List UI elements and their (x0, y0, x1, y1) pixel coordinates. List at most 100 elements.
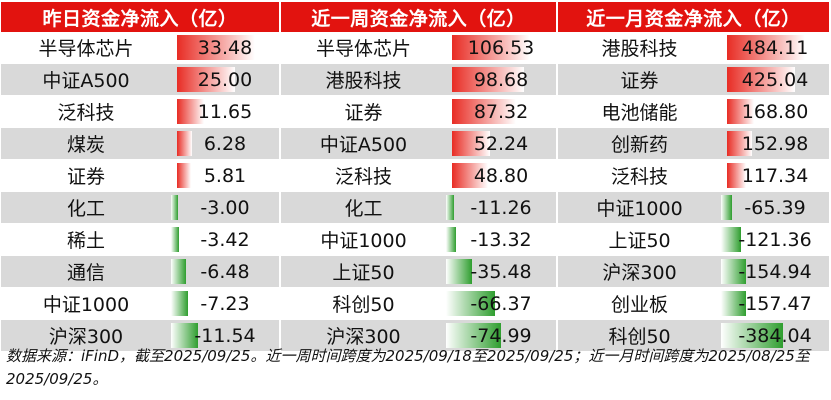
weekly-name-cell: 港股科技 (280, 63, 447, 96)
table-row: 中证A500 25.00 港股科技 98.68 证券 425.04 (1, 63, 830, 96)
weekly-value-cell: -66.37 (446, 287, 559, 320)
daily-value: -3.42 (200, 228, 250, 251)
monthly-value: 117.34 (741, 164, 809, 187)
inflow-bar (727, 131, 753, 156)
outflow-bar (171, 195, 178, 220)
table-row: 证券 5.81 泛科技 48.80 泛科技 117.34 (1, 159, 830, 192)
daily-value-cell: -7.23 (171, 287, 282, 320)
table-row: 沪深300 -11.54 沪深300 -74.99 科创50 -384.04 (1, 319, 830, 352)
monthly-name-cell: 电池储能 (557, 95, 722, 128)
weekly-value: 52.24 (473, 132, 529, 155)
daily-name-cell: 通信 (1, 255, 171, 288)
outflow-bar (721, 227, 742, 252)
weekly-value: -66.37 (470, 292, 532, 315)
outflow-bar (446, 227, 457, 252)
monthly-value: -157.47 (738, 292, 812, 315)
outflow-bar (171, 227, 179, 252)
outflow-bar (171, 323, 198, 348)
monthly-value: -384.04 (738, 324, 812, 347)
monthly-name-cell: 证券 (557, 63, 722, 96)
footnote: 数据来源：iFinD，截至2025/09/25。近一周时间跨度为2025/09/… (6, 347, 810, 388)
header-daily: 昨日资金净流入（亿） (1, 2, 282, 32)
weekly-value-cell: 87.32 (446, 95, 559, 128)
monthly-value-cell: 117.34 (721, 159, 830, 192)
inflow-bar (727, 67, 796, 92)
weekly-value-cell: -74.99 (446, 319, 559, 352)
outflow-bar (721, 323, 784, 348)
weekly-name-cell: 证券 (280, 95, 447, 128)
weekly-name-cell: 中证A500 (280, 127, 447, 160)
monthly-value: -154.94 (738, 260, 812, 283)
daily-name-cell: 煤炭 (1, 127, 171, 160)
weekly-name-cell: 科创50 (280, 287, 447, 320)
weekly-value-cell: 48.80 (446, 159, 559, 192)
monthly-value: 484.11 (741, 36, 809, 59)
inflow-bar (452, 67, 525, 92)
daily-name-cell: 中证1000 (1, 287, 171, 320)
header-weekly: 近一周资金净流入（亿） (280, 2, 559, 32)
daily-name-cell: 证券 (1, 159, 171, 192)
weekly-value: -74.99 (470, 324, 532, 347)
weekly-value-cell: 106.53 (446, 32, 559, 64)
weekly-name-cell: 沪深300 (280, 319, 447, 352)
daily-value: 6.28 (203, 132, 247, 155)
inflow-bar (177, 131, 192, 156)
daily-value: 5.81 (203, 164, 247, 187)
weekly-value-cell: 98.68 (446, 63, 559, 96)
table-row: 泛科技 11.65 证券 87.32 电池储能 168.80 (1, 95, 830, 128)
weekly-value: -13.32 (470, 228, 532, 251)
inflow-bar (177, 67, 235, 92)
daily-name-cell: 中证A500 (1, 63, 171, 96)
monthly-value: -65.39 (744, 196, 806, 219)
inflow-bar (452, 99, 517, 124)
daily-value: -6.48 (200, 260, 250, 283)
inflow-bar (452, 131, 491, 156)
daily-value-cell: -11.54 (171, 319, 282, 352)
daily-name-cell: 泛科技 (1, 95, 171, 128)
table-row: 中证1000 -7.23 科创50 -66.37 创业板 -157.47 (1, 287, 830, 320)
weekly-name-cell: 半导体芯片 (280, 32, 447, 64)
daily-value: -11.54 (194, 324, 256, 347)
weekly-value: -11.26 (470, 196, 532, 219)
monthly-name-cell: 创新药 (557, 127, 722, 160)
outflow-bar (446, 323, 502, 348)
monthly-name-cell: 港股科技 (557, 32, 722, 64)
monthly-value: 152.98 (741, 132, 809, 155)
daily-value: 25.00 (197, 68, 253, 91)
header-row: 昨日资金净流入（亿） 近一周资金净流入（亿） 近一月资金净流入（亿） (1, 2, 830, 32)
weekly-value: -35.48 (470, 260, 532, 283)
monthly-value-cell: 152.98 (721, 127, 830, 160)
outflow-bar (446, 291, 496, 316)
daily-value-cell: -6.48 (171, 255, 282, 288)
outflow-bar (721, 195, 733, 220)
table-row: 半导体芯片 33.48 半导体芯片 106.53 港股科技 484.11 (1, 32, 830, 64)
monthly-name-cell: 中证1000 (557, 191, 722, 224)
weekly-value: 98.68 (473, 68, 529, 91)
monthly-value-cell: -157.47 (721, 287, 830, 320)
daily-value: -3.00 (200, 196, 250, 219)
weekly-value-cell: -35.48 (446, 255, 559, 288)
outflow-bar (721, 259, 747, 284)
table-row: 稀土 -3.42 中证1000 -13.32 上证50 -121.36 (1, 223, 830, 256)
daily-name-cell: 沪深300 (1, 319, 171, 352)
monthly-name-cell: 泛科技 (557, 159, 722, 192)
weekly-value-cell: -13.32 (446, 223, 559, 256)
inflow-bar (177, 163, 191, 188)
monthly-name-cell: 上证50 (557, 223, 722, 256)
inflow-bar (727, 163, 747, 188)
monthly-name-cell: 科创50 (557, 319, 722, 352)
fund-flow-table: 昨日资金净流入（亿） 近一周资金净流入（亿） 近一月资金净流入（亿） 半导体芯片… (1, 2, 830, 352)
monthly-name-cell: 沪深300 (557, 255, 722, 288)
weekly-name-cell: 泛科技 (280, 159, 447, 192)
daily-value-cell: 33.48 (171, 32, 282, 64)
monthly-value: 168.80 (741, 100, 809, 123)
daily-value: 11.65 (197, 100, 253, 123)
monthly-value-cell: -154.94 (721, 255, 830, 288)
daily-value-cell: 11.65 (171, 95, 282, 128)
inflow-bar (452, 163, 489, 188)
monthly-value: 425.04 (741, 68, 809, 91)
daily-name-cell: 化工 (1, 191, 171, 224)
weekly-value-cell: 52.24 (446, 127, 559, 160)
monthly-value-cell: 168.80 (721, 95, 830, 128)
